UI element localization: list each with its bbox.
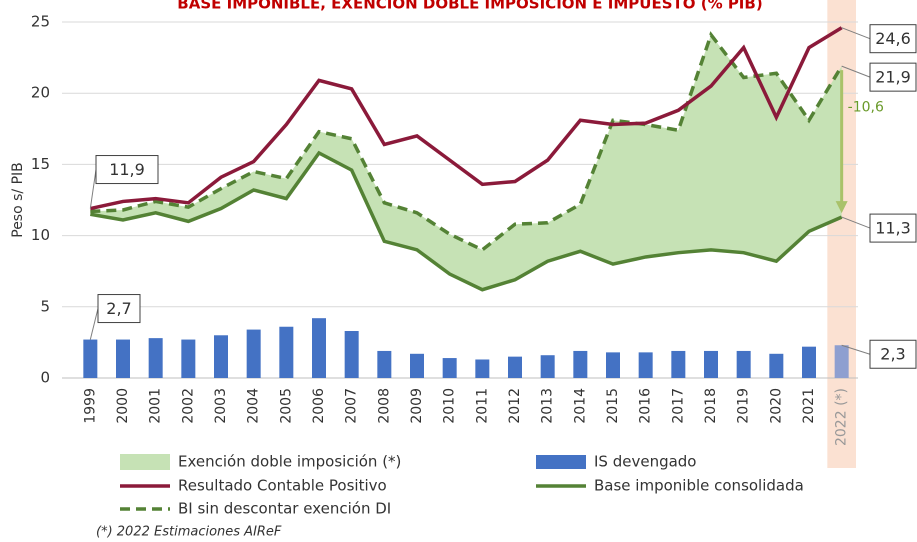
- bar: [410, 353, 424, 378]
- bar: [377, 350, 392, 378]
- bar: [704, 350, 718, 378]
- legend-label: Exención doble imposición (*): [178, 453, 401, 471]
- x-tick-label: 2007: [344, 388, 360, 424]
- x-tick-label: 2011: [474, 388, 490, 424]
- data-label: 2,7: [106, 299, 131, 318]
- bar: [148, 338, 163, 378]
- x-tick-label: 2019: [736, 388, 752, 424]
- bar: [475, 359, 490, 378]
- bar: [573, 350, 588, 378]
- label-box: [869, 24, 917, 54]
- bar: [834, 345, 849, 378]
- label-box: [869, 62, 917, 92]
- x-tick-label: 2014: [572, 388, 588, 424]
- y-tick-label: 25: [31, 13, 50, 31]
- exemption-area: [90, 34, 842, 290]
- bar: [83, 339, 98, 378]
- bar: [540, 355, 555, 378]
- data-label: 21,9: [875, 68, 911, 87]
- x-tick-label: 2020: [768, 388, 784, 424]
- label-box: [95, 155, 159, 185]
- bar: [508, 356, 522, 378]
- bar: [802, 346, 816, 378]
- label-leader: [841, 27, 871, 40]
- x-tick-label: 2006: [311, 388, 327, 424]
- data-label: 11,9: [109, 160, 145, 179]
- bar: [769, 353, 784, 378]
- bar: [214, 335, 228, 378]
- legend-label: Base imponible consolidada: [594, 477, 804, 495]
- x-tick-label: 2009: [409, 388, 425, 424]
- x-tick-label: 2013: [540, 388, 556, 424]
- y-tick-label: 5: [40, 297, 50, 315]
- bar: [344, 331, 359, 378]
- legend-label: BI sin descontar exención DI: [178, 500, 391, 518]
- y-axis-label: Peso s/ PIB: [10, 162, 26, 238]
- line: [90, 150, 843, 292]
- label-box: [869, 213, 917, 243]
- line: [89, 26, 843, 211]
- legend-label: Resultado Contable Positivo: [178, 477, 387, 495]
- arrow-head: [835, 201, 848, 214]
- y-tick-label: 15: [31, 155, 50, 173]
- x-tick-label: 2000: [115, 388, 131, 424]
- x-tick-label: 2001: [148, 388, 164, 424]
- x-tick-label: 2016: [638, 388, 654, 424]
- legend-label: IS devengado: [594, 453, 697, 471]
- bar: [671, 350, 686, 378]
- data-label: 11,3: [875, 219, 911, 238]
- legend-swatch: [120, 454, 170, 470]
- x-tick-label: 2012: [507, 388, 523, 424]
- x-tick-label: 2015: [605, 388, 621, 424]
- x-tick-label: 2017: [670, 388, 686, 424]
- bar: [279, 326, 294, 378]
- chart-title: BASE IMPONIBLE, EXENCIÓN DOBLE IMPOSICIÓ…: [177, 0, 762, 13]
- difference-label: -10,6: [848, 100, 884, 116]
- label-box: [97, 294, 141, 324]
- legend-swatch: [536, 455, 586, 469]
- x-tick-label: 2005: [278, 388, 294, 424]
- line: [90, 31, 844, 252]
- bar: [181, 339, 196, 378]
- x-tick-label: 2018: [703, 388, 719, 424]
- y-tick-label: 0: [40, 369, 50, 387]
- x-tick-label: 2003: [213, 388, 229, 424]
- x-tick-label: 2010: [442, 388, 458, 424]
- label-leader: [89, 308, 99, 340]
- footnote: (*) 2022 Estimaciones AIReF: [96, 525, 282, 540]
- data-label: 24,6: [875, 29, 911, 48]
- x-tick-label: 2008: [376, 388, 392, 424]
- y-tick-label: 10: [31, 226, 50, 244]
- bar: [246, 329, 261, 378]
- y-tick-label: 20: [31, 84, 50, 102]
- bar: [116, 339, 130, 378]
- label-box: [869, 339, 917, 369]
- label-leader: [841, 344, 871, 355]
- x-tick-label: 2021: [801, 388, 817, 424]
- x-tick-label: 1999: [82, 388, 98, 424]
- bar: [638, 352, 653, 378]
- bar: [442, 358, 457, 378]
- x-tick-label: 2002: [180, 388, 196, 424]
- bar: [606, 352, 620, 378]
- x-tick-label: 2022 (*): [834, 388, 850, 446]
- label-leader: [841, 216, 871, 229]
- data-label: 2,3: [880, 345, 905, 364]
- x-tick-label: 2004: [246, 388, 262, 424]
- bar: [736, 350, 751, 378]
- bar: [312, 318, 326, 378]
- label-leader: [841, 65, 871, 78]
- label-leader: [89, 169, 97, 209]
